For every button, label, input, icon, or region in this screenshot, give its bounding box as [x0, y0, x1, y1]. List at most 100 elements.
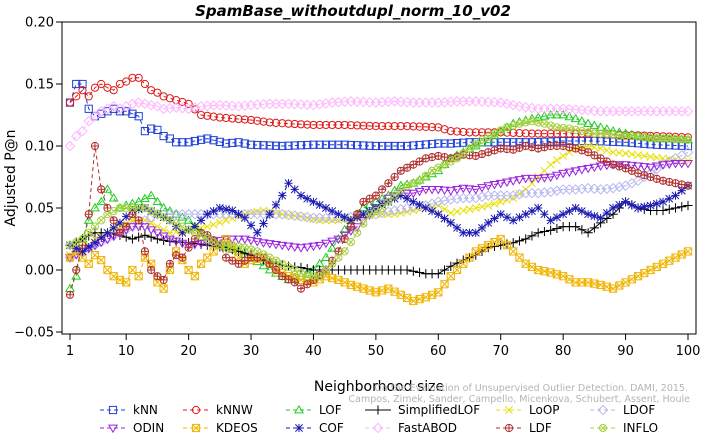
data-point-cof	[521, 210, 530, 219]
data-point-knnw	[577, 129, 586, 138]
series-line-loop	[69, 145, 689, 256]
data-point-knnw	[328, 120, 337, 130]
data-point-knn	[240, 139, 249, 148]
x-tick-label: 40	[305, 344, 322, 359]
y-axis: −0.05 0.00 0.05 0.10 0.15 0.20	[14, 16, 62, 341]
data-point-simplifiedlof	[539, 226, 550, 237]
data-point-odin	[377, 199, 388, 209]
data-point-odin	[551, 171, 562, 181]
data-point-knnw	[396, 122, 405, 131]
x-axis-label: Neighborhood size	[314, 379, 444, 395]
data-point-knnw	[390, 122, 399, 131]
data-point-cof	[196, 216, 206, 225]
data-point-odin	[508, 177, 519, 186]
data-point-cof	[552, 213, 562, 222]
data-point-knnw	[234, 114, 243, 124]
data-point-inflo	[452, 154, 462, 163]
data-point-knn	[78, 79, 87, 89]
data-point-knnw	[178, 97, 187, 107]
data-point-knn	[633, 139, 643, 148]
data-point-cof	[284, 179, 293, 188]
data-point-kdeos	[515, 253, 524, 262]
data-point-ldof	[545, 186, 556, 198]
data-point-inflo	[90, 222, 100, 231]
data-point-ldf	[109, 216, 118, 225]
data-point-ldof	[389, 205, 400, 216]
data-point-simplifiedlof	[533, 228, 543, 238]
data-point-loop	[546, 160, 555, 169]
data-point-cof	[459, 228, 468, 237]
data-point-odin	[576, 166, 587, 175]
data-point-ldf	[502, 145, 512, 154]
data-point-knnw	[90, 83, 100, 92]
data-point-knn	[234, 138, 243, 147]
data-point-cof	[527, 207, 537, 216]
data-point-knn	[303, 140, 312, 150]
data-point-loop	[153, 222, 162, 231]
data-point-ldof	[607, 182, 619, 194]
data-point-cof	[577, 207, 586, 216]
data-point-cof	[340, 213, 349, 222]
data-point-knn	[452, 139, 462, 148]
data-point-odin	[333, 235, 344, 245]
legend-label: INFLO	[623, 421, 658, 434]
data-point-odin	[433, 186, 444, 195]
data-point-simplifiedlof	[664, 204, 674, 214]
data-point-cof	[427, 207, 437, 216]
data-point-inflo	[421, 171, 430, 180]
data-point-kdeos	[97, 255, 106, 265]
data-point-inflo	[671, 134, 680, 144]
x-tick-label: 70	[492, 344, 509, 359]
data-point-lof	[576, 116, 587, 125]
data-point-inflo	[633, 132, 643, 141]
data-point-lof	[545, 109, 556, 119]
data-point-knn	[321, 140, 331, 149]
data-point-knn	[140, 127, 150, 136]
data-point-knnw	[315, 120, 324, 130]
data-point-cof	[259, 219, 268, 228]
data-point-inflo	[459, 149, 468, 158]
data-point-lof	[645, 132, 656, 142]
data-point-cof	[540, 210, 549, 219]
data-point-knn	[253, 140, 262, 150]
data-point-lof	[152, 196, 163, 206]
data-point-cof	[465, 228, 474, 237]
data-point-loop	[459, 206, 468, 215]
data-point-lof	[564, 111, 575, 121]
data-point-cof	[109, 223, 118, 232]
data-point-cof	[328, 207, 337, 216]
data-point-loop	[596, 144, 605, 153]
data-point-odin	[352, 223, 363, 232]
data-point-odin	[171, 237, 182, 247]
data-point-knnw	[459, 127, 468, 137]
data-point-odin	[177, 239, 188, 249]
data-point-knnw	[434, 123, 443, 132]
data-point-kdeos	[84, 259, 93, 268]
data-point-fastabod	[133, 97, 144, 108]
data-point-lof	[158, 202, 169, 212]
data-point-ldf	[577, 146, 586, 155]
data-point-odin	[626, 161, 637, 171]
legend-item-ldf: LDF	[496, 421, 552, 434]
data-point-knnw	[534, 129, 543, 138]
data-point-odin	[202, 239, 213, 248]
data-point-inflo	[115, 203, 125, 213]
data-point-loop	[465, 205, 474, 214]
data-point-inflo	[97, 216, 106, 225]
legend: kNN kNNW LOF SimplifiedLOF LoOP LDOF ODIN KDEOS…	[100, 403, 658, 434]
data-point-cof	[72, 244, 81, 253]
data-point-inflo	[608, 130, 618, 139]
data-point-knn	[334, 140, 343, 149]
data-point-simplifiedlof	[571, 222, 581, 232]
data-point-loop	[440, 205, 449, 214]
data-point-knnw	[409, 122, 418, 131]
data-point-simplifiedlof	[683, 200, 693, 211]
data-point-knnw	[321, 120, 331, 130]
data-point-knn	[371, 141, 380, 151]
data-point-knn	[103, 107, 112, 116]
data-point-inflo	[246, 245, 256, 254]
data-point-odin	[408, 189, 419, 199]
data-point-cof	[122, 212, 131, 221]
data-point-knn	[215, 137, 224, 146]
